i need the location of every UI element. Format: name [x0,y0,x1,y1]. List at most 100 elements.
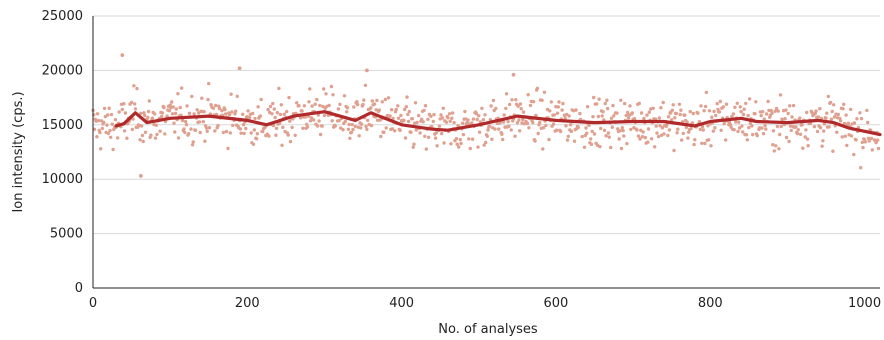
scatter-point [742,107,746,111]
scatter-point [525,121,530,126]
scatter-point [363,83,368,88]
scatter-point [806,144,810,148]
scatter-point [135,86,139,91]
scatter-point [780,117,784,121]
scatter-point [502,113,506,117]
scatter-point [418,131,422,135]
scatter-point [271,101,275,106]
scatter-point [251,142,256,146]
scatter-point [474,112,479,116]
scatter-point [654,124,658,128]
scatter-point [771,143,775,147]
scatter-point [491,98,496,103]
scatter-point [147,99,151,103]
scatter-point [600,114,604,118]
scatter-point [622,134,626,138]
scatter-point [709,144,713,148]
scatter-point [195,108,199,112]
scatter-point [224,112,228,116]
scatter-point [122,102,126,106]
scatter-point [420,117,424,121]
scatter-point [552,113,557,117]
scatter-point [685,120,689,124]
scatter-point [619,98,623,103]
scatter-point [116,136,120,140]
scatter-point [170,112,175,116]
scatter-point [139,124,144,128]
scatter-point [252,128,256,132]
scatter-point [826,94,830,99]
scatter-point [452,120,456,125]
scatter-point [750,124,754,128]
scatter-point [518,102,523,106]
scatter-point [480,106,484,111]
scatter-point [518,129,522,133]
scatter-point [388,114,392,118]
scatter-point [167,109,172,113]
scatter-point [516,104,520,108]
scatter-point [221,130,226,135]
scatter-point [183,130,187,135]
scatter-point [406,112,410,117]
scatter-point [351,127,355,132]
scatter-point [333,124,337,128]
scatter-point [746,113,750,118]
scatter-point [213,129,217,133]
scatter-point [274,126,279,130]
scatter-point [866,120,870,125]
scatter-point [178,105,182,110]
scatter-point [190,94,194,99]
scatter-point [764,127,768,131]
scatter-point [322,113,327,118]
scatter-point [162,105,166,110]
scatter-point [684,125,688,130]
scatter-point [206,97,210,102]
scatter-point [435,144,439,148]
scatter-point [193,128,198,132]
scatter-point [150,116,155,120]
scatter-point [412,142,416,146]
scatter-point [200,96,204,100]
scatter-point [234,109,238,113]
scatter-point [183,119,188,124]
scatter-point [484,140,488,145]
scatter-point [466,118,470,122]
scatter-point [476,145,480,149]
scatter-point [270,112,274,116]
scatter-point [494,106,498,111]
scatter-point [201,120,205,124]
scatter-point [852,121,857,125]
scatter-point [831,149,835,153]
scatter-point [670,118,674,122]
scatter-point [580,134,584,139]
scatter-point [308,87,312,91]
scatter-point [448,119,452,123]
scatter-point [409,130,413,134]
scatter-point [424,147,428,151]
scatter-point [158,129,162,133]
scatter-point [551,122,556,126]
scatter-point [329,84,334,89]
scatter-point [733,105,737,110]
scatter-point [149,133,153,137]
scatter-point [821,139,825,143]
scatter-point [704,90,709,95]
scatter-point [486,128,490,132]
scatter-point [99,147,103,151]
scatter-point [153,112,157,116]
scatter-point [352,105,356,109]
scatter-point [160,111,165,115]
scatter-point-outlier [237,66,242,71]
scatter-point [604,134,608,138]
scatter-point [506,119,510,124]
scatter-point [865,108,869,113]
scatter-point [548,109,552,113]
scatter-point [345,110,349,114]
scatter-point [204,126,209,130]
scatter-point [423,104,428,108]
scatter-point-outlier [365,68,369,73]
scatter-point [171,105,175,109]
scatter-point [247,116,252,120]
scatter-point [542,90,547,95]
scatter-point [646,127,651,131]
